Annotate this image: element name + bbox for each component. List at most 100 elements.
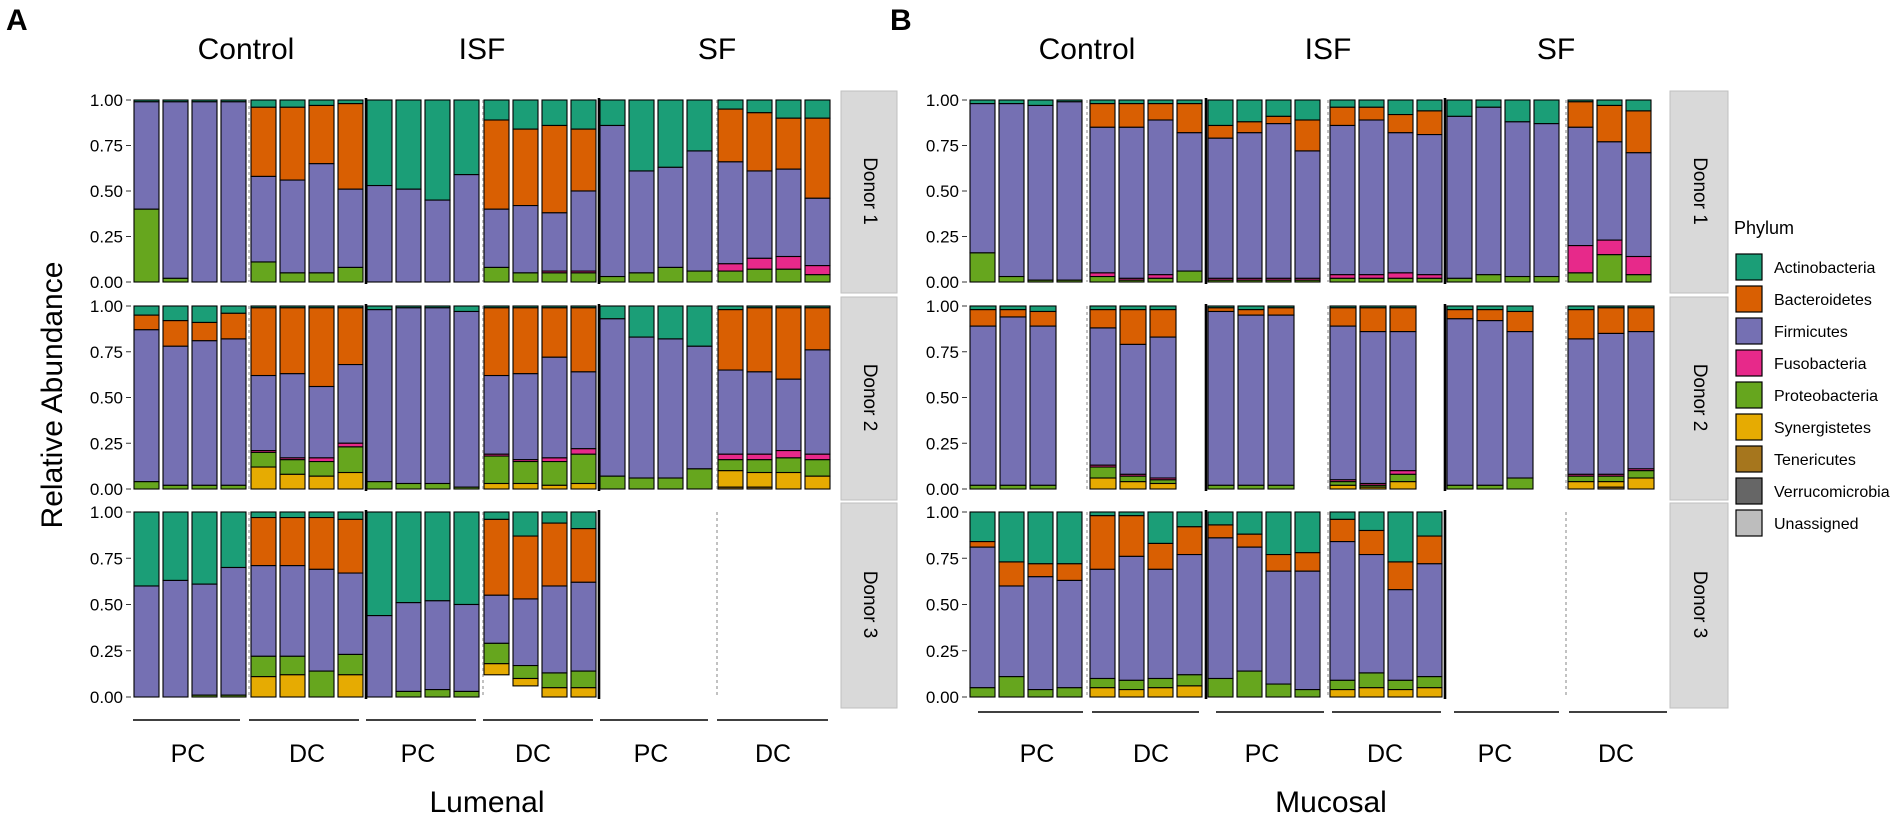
bar-3 [191, 305, 218, 490]
bar-segment-firmicutes [1625, 152, 1652, 258]
facet-donor-2: 1.00 0.75 0.50 0.25 0.00 Donor 2 [926, 296, 1729, 501]
bar-segment-bacteroidetes [746, 307, 773, 373]
bar-segment-firmicutes [220, 338, 247, 486]
bar-segment-synergistetes [250, 676, 277, 698]
bar-8 [337, 511, 364, 698]
legend-label-firmicutes: Firmicutes [1774, 324, 1848, 341]
bar-segment-actinobacteria [1147, 511, 1174, 545]
bar-segment-firmicutes [599, 124, 626, 278]
section-label-dc: DC [755, 740, 791, 768]
bar-segment-proteobacteria [1387, 277, 1414, 283]
bar-segment-actinobacteria [1089, 511, 1116, 517]
bar-segment-firmicutes [453, 603, 480, 692]
donor-strip-bg [840, 502, 898, 709]
phylum-legend: Phylum Actinobacteria Bacteroidetes Firmic… [1734, 218, 1890, 537]
bar-24 [804, 99, 831, 283]
bar-segment-proteobacteria [1567, 272, 1594, 283]
legend-swatch-verrucomicrobia [1735, 477, 1763, 505]
bar-segment-synergistetes [483, 482, 510, 490]
bar-segment-proteobacteria [1056, 279, 1083, 283]
bar-segment-proteobacteria [133, 208, 160, 283]
donor-strip-label: Donor 2 [859, 364, 880, 432]
bar-segment-proteobacteria [1329, 679, 1356, 691]
bar-22 [746, 305, 773, 490]
bar-segment-firmicutes [1176, 132, 1203, 272]
donor-strip: Donor 2 [840, 296, 898, 501]
bar-segment-bacteroidetes [483, 307, 510, 377]
y-tick-label: 0.75 [90, 343, 123, 362]
bar-segment-fusobacteria [1625, 255, 1652, 276]
bar-11 [424, 305, 451, 490]
y-tick-label: 0.00 [926, 480, 959, 499]
bar-20 [686, 99, 713, 283]
bar-segment-firmicutes [1236, 132, 1263, 279]
donor-strip: Donor 2 [1669, 296, 1729, 501]
bar-segment-proteobacteria [337, 653, 364, 676]
bar-segment-proteobacteria [1236, 279, 1263, 283]
bar-segment-proteobacteria [599, 275, 626, 283]
bar-segment-bacteroidetes [483, 119, 510, 210]
y-tick-label: 0.25 [926, 434, 959, 453]
bar-segment-actinobacteria [424, 99, 451, 201]
bar-segment-bacteroidetes [512, 535, 539, 600]
bar-segment-proteobacteria [657, 477, 684, 490]
bar-segment-actinobacteria [1446, 99, 1473, 117]
donor-strip: Donor 1 [840, 90, 898, 294]
bar-segment-firmicutes [191, 101, 218, 283]
bar-7 [308, 99, 335, 283]
bar-13 [483, 305, 510, 490]
bar-segment-actinobacteria [1475, 99, 1502, 108]
bar-segment-proteobacteria [686, 270, 713, 283]
bar-segment-bacteroidetes [969, 541, 996, 548]
bar-segment-synergistetes [1387, 689, 1414, 698]
bar-segment-firmicutes [1475, 106, 1502, 276]
bar-segment-synergistetes [541, 484, 568, 490]
bar-segment-firmicutes [512, 373, 539, 461]
y-tick-label: 1.00 [90, 297, 123, 316]
bar-segment-proteobacteria [1089, 677, 1116, 689]
bar-segment-proteobacteria [1147, 677, 1174, 689]
bar-segment-bacteroidetes [1207, 524, 1234, 539]
bar-segment-firmicutes [599, 318, 626, 477]
bar-segment-bacteroidetes [250, 106, 277, 177]
bar-18 [628, 305, 655, 490]
bar-segment-proteobacteria [1329, 277, 1356, 283]
y-tick-label: 1.00 [90, 503, 123, 522]
bar-segment-firmicutes [657, 338, 684, 479]
bar-segment-synergistetes [570, 482, 597, 490]
bar-segment-actinobacteria [657, 99, 684, 168]
bar-13 [483, 511, 510, 676]
bar-11 [1265, 511, 1292, 698]
bar-segment-proteobacteria [337, 446, 364, 474]
bar-segment-firmicutes [191, 340, 218, 486]
bar-21 [717, 305, 744, 490]
bar-segment-bacteroidetes [1329, 307, 1357, 327]
bar-segment-tenericutes [1597, 486, 1625, 490]
y-axis: 1.00 0.75 0.50 0.25 0.00 [90, 503, 131, 707]
legend-label-synergistetes: Synergistetes [1774, 420, 1871, 437]
bar-segment-actinobacteria [483, 99, 510, 121]
bar-2 [998, 99, 1025, 283]
bar-segment-bacteroidetes [1207, 124, 1234, 139]
bar-segment-synergistetes [1597, 481, 1625, 488]
bar-segment-firmicutes [133, 101, 160, 210]
bar-segment-synergistetes [1089, 687, 1116, 698]
bar-segment-synergistetes [717, 470, 744, 488]
bar-segment-synergistetes [1627, 477, 1655, 490]
bar-segment-proteobacteria [162, 484, 189, 490]
bar-segment-bacteroidetes [1358, 529, 1385, 556]
bar-segment-bacteroidetes [1236, 121, 1263, 134]
bar-17 [1597, 305, 1625, 490]
bar-segment-bacteroidetes [337, 518, 364, 574]
bar-segment-actinobacteria [162, 511, 189, 581]
bar-15 [541, 511, 568, 698]
bar-segment-firmicutes [1387, 132, 1414, 274]
bar-segment-proteobacteria [1476, 484, 1504, 490]
bar-segment-bacteroidetes [512, 128, 539, 207]
bar-segment-proteobacteria [1533, 275, 1560, 283]
bar-segment-bacteroidetes [250, 307, 277, 377]
bar-segment-proteobacteria [1207, 484, 1235, 490]
bar-segment-bacteroidetes [1089, 515, 1116, 570]
bar-segment-bacteroidetes [308, 307, 335, 388]
